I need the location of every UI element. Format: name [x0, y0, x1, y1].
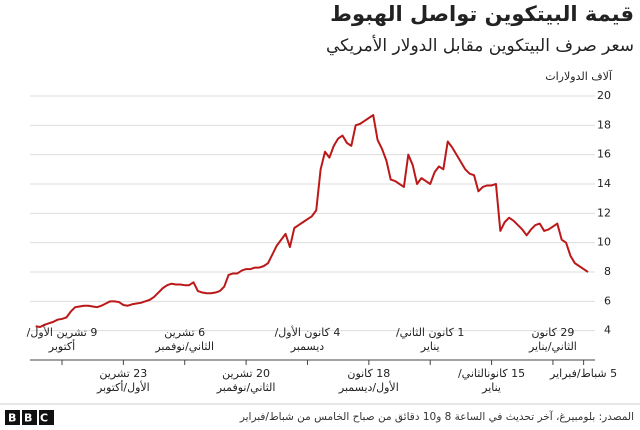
x-tick-label: 5 شباط/فبراير: [550, 367, 618, 380]
y-tick-label: 12: [597, 206, 611, 219]
logo-box: [5, 410, 20, 425]
y-tick-label: 14: [597, 177, 611, 190]
logo-box: [39, 410, 54, 425]
y-tick-label: 10: [597, 236, 611, 249]
x-tick-label: 18 كانون الأول/ديسمبر: [338, 367, 399, 394]
logo-text: BBC: [8, 412, 56, 425]
y-tick-label: 16: [597, 148, 611, 161]
logo-box: [22, 410, 37, 425]
x-tick-label: 15 كانونالثاني/يناير: [457, 367, 526, 394]
chart-subtitle: سعر صرف البيتكوين مقابل الدولار الأمريكي: [325, 36, 634, 56]
chart-title: قيمة البيتكوين تواصل الهبوط: [330, 2, 634, 26]
y-tick-label: 4: [604, 324, 611, 337]
x-tick-label: 9 تشرين الأول/أكتوبر: [26, 326, 98, 353]
price-line: [35, 114, 589, 328]
y-tick-label: 20: [597, 89, 611, 102]
y-tick-label: 18: [597, 118, 611, 131]
x-tick-label: 29 كانون الثاني/يناير: [528, 326, 577, 353]
x-tick-label: 6 تشرين الثاني/نوفمبر: [155, 326, 215, 353]
x-tick-label: 4 كانون الأول/ديسمبر: [274, 326, 341, 353]
y-tick-label: 8: [604, 265, 611, 278]
x-tick-label: 20 تشرين الثاني/نوفمبر: [216, 367, 276, 394]
y-axis-label: آلاف الدولارات: [545, 70, 612, 83]
source-note: المصدر: بلومبيرغ، آخر تحديث في الساعة 8 …: [239, 411, 634, 423]
x-tick-label: 1 كانون الثاني/يناير: [395, 326, 465, 353]
y-tick-label: 6: [604, 294, 611, 307]
x-tick-label: 23 تشرين الأول/أكتوبر: [96, 367, 150, 394]
